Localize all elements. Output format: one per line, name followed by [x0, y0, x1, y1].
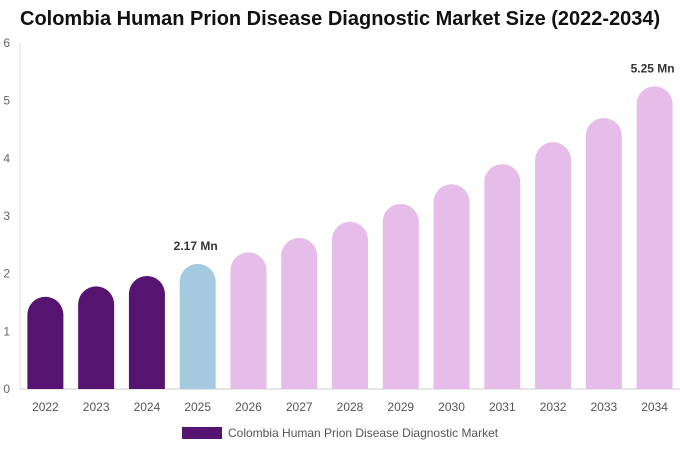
x-tick-label: 2031	[489, 400, 516, 414]
bar-2022	[27, 296, 64, 389]
x-tick-label: 2027	[286, 400, 313, 414]
bar-2033	[585, 117, 622, 389]
bar-2034	[636, 86, 673, 389]
y-tick-label: 2	[3, 267, 10, 281]
x-tick-label: 2023	[83, 400, 110, 414]
data-label: 5.25 Mn	[631, 61, 675, 75]
data-label: 2.17 Mn	[174, 239, 218, 253]
legend-label: Colombia Human Prion Disease Diagnostic …	[228, 426, 499, 440]
bar-2023	[78, 286, 115, 389]
x-tick-label: 2026	[235, 400, 262, 414]
y-tick-label: 3	[3, 209, 10, 223]
x-tick-label: 2032	[540, 400, 567, 414]
y-tick-label: 6	[3, 36, 10, 50]
x-tick-label: 2024	[134, 400, 161, 414]
bar-2026	[230, 252, 267, 389]
bar-2031	[484, 164, 521, 389]
y-tick-label: 5	[3, 94, 10, 108]
y-tick-label: 0	[3, 382, 10, 396]
x-tick-label: 2029	[387, 400, 414, 414]
chart-title: Colombia Human Prion Disease Diagnostic …	[20, 8, 661, 30]
chart-axes: 0 1 2 3 4 5 6 2022 2023 2024 2025 2026 2027 2028 2029 2…	[3, 36, 680, 414]
x-tick-label: 2022	[32, 400, 59, 414]
x-tick-label: 2025	[184, 400, 211, 414]
legend-swatch	[182, 427, 222, 439]
chart-data-labels: 2.17 Mn 5.25 Mn	[174, 61, 675, 253]
bar-2029	[382, 203, 419, 389]
y-tick-label: 4	[3, 151, 10, 165]
x-tick-label: 2034	[641, 400, 668, 414]
x-tick-label: 2028	[337, 400, 364, 414]
chart-bars	[27, 86, 673, 389]
chart-legend: Colombia Human Prion Disease Diagnostic …	[182, 426, 498, 440]
bar-2032	[535, 142, 572, 389]
bar-2024	[128, 275, 165, 389]
bar-2030	[433, 184, 470, 389]
bar-2025	[179, 263, 216, 389]
bar-2028	[332, 221, 368, 389]
y-tick-label: 1	[3, 324, 10, 338]
x-tick-label: 2030	[438, 400, 465, 414]
bar-2027	[281, 237, 318, 389]
x-tick-label: 2033	[590, 400, 617, 414]
